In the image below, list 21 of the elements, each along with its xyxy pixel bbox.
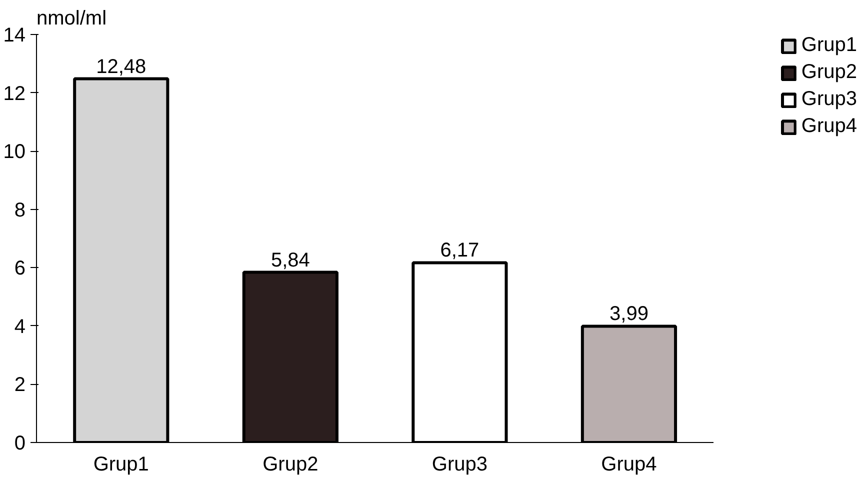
- y-tick-label: 2: [14, 374, 26, 396]
- data-label: 5,84: [270, 249, 310, 272]
- data-label: 6,17: [440, 240, 480, 262]
- x-tick-label: Grup4: [601, 454, 657, 476]
- data-label: 12,48: [96, 56, 146, 78]
- y-axis-title: nmol/ml: [36, 8, 107, 30]
- legend-label: Grup2: [801, 61, 857, 84]
- legend-label: Grup1: [801, 34, 857, 57]
- y-tick-label: 10: [3, 141, 26, 164]
- legend-label: Grup4: [801, 115, 857, 138]
- data-label: 3,99: [610, 303, 648, 326]
- x-tick-label: Grup2: [262, 454, 318, 476]
- y-tick-label: 6: [14, 258, 26, 280]
- legend-label: Grup3: [801, 88, 857, 111]
- y-tick-label: 0: [14, 432, 26, 454]
- y-tick-label: 4: [14, 316, 26, 338]
- x-tick-label: Grup3: [432, 454, 488, 476]
- y-tick-label: 8: [14, 199, 26, 222]
- y-tick-label: 14: [3, 24, 26, 46]
- y-tick-label: 12: [3, 82, 26, 105]
- x-tick-label: Grup1: [93, 454, 149, 476]
